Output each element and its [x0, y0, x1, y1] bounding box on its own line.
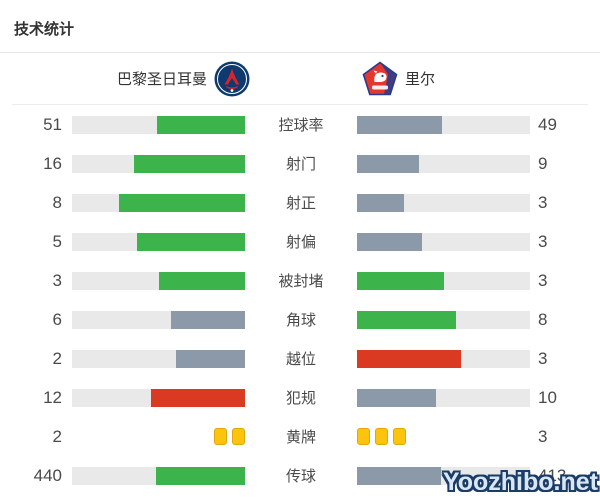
away-stat-bar-fill: [357, 154, 420, 173]
away-stat-bar-fill: [357, 466, 441, 485]
home-value: 8: [52, 192, 62, 212]
away-stat-bar: [357, 466, 530, 485]
yellow-card-icon: [232, 428, 245, 445]
home-value: 3: [52, 270, 62, 290]
away-stat-bar: [357, 271, 530, 290]
away-value: 3: [538, 270, 548, 290]
home-value: 2: [52, 426, 62, 446]
home-stat-bar: [72, 310, 245, 329]
stat-label: 传球: [285, 468, 316, 485]
home-stat-bar-fill: [134, 154, 245, 173]
away-stat-bar-fill: [357, 193, 405, 212]
stat-label: 犯规: [285, 390, 316, 407]
away-value: 3: [538, 426, 548, 446]
away-stat-bar: [357, 154, 530, 173]
home-stat-bar: [72, 115, 245, 134]
stat-row: 51 控球率 49: [0, 105, 600, 144]
stat-row: 6 角球 8: [0, 300, 600, 339]
home-stat-bar-fill: [155, 466, 245, 485]
home-value: 16: [43, 153, 62, 173]
team-header: 巴黎圣日耳曼 里尔: [0, 53, 600, 104]
away-stat-bar: [357, 349, 530, 368]
home-value: 5: [52, 231, 62, 251]
home-stat-bar-fill: [119, 193, 245, 212]
stat-label: 射偏: [285, 234, 316, 251]
away-value: 3: [538, 348, 548, 368]
stat-label: 角球: [285, 312, 316, 329]
away-value: 413: [538, 465, 567, 485]
home-stat-bar: [72, 388, 245, 407]
away-team: 里尔: [300, 61, 600, 97]
psg-logo-icon: [214, 61, 250, 97]
home-value: 440: [33, 465, 62, 485]
home-stat-bar: [72, 232, 245, 251]
home-stat-bar-fill: [156, 115, 245, 134]
away-stat-bar: [357, 232, 530, 251]
stat-label: 越位: [285, 351, 316, 368]
stat-label: 被封堵: [278, 273, 324, 290]
home-stat-bar: [72, 193, 245, 212]
away-team-name: 里尔: [405, 71, 436, 88]
away-stat-bar: [357, 388, 530, 407]
stat-row: 12 犯规 10: [0, 378, 600, 417]
stat-row: 8 射正 3: [0, 183, 600, 222]
yellow-card-icon: [357, 428, 370, 445]
home-stat-bar-fill: [175, 349, 245, 368]
home-yellow-cards: [72, 428, 245, 446]
lille-logo-icon: [362, 61, 398, 97]
away-stat-bar-fill: [357, 310, 456, 329]
away-value: 49: [538, 114, 557, 134]
home-stat-bar: [72, 349, 245, 368]
stats-rows: 51 控球率 49 16 射门 9 8 射正 3 5 射偏 3 3 被封堵 3 6 角球 8 2 越位 3 12 犯规 10 2…: [0, 105, 600, 495]
home-stat-bar-fill: [158, 271, 245, 290]
stat-label: 射正: [285, 195, 316, 212]
stat-row: 16 射门 9: [0, 144, 600, 183]
stat-label: 黄牌: [285, 429, 316, 446]
home-team-name: 巴黎圣日耳曼: [116, 71, 207, 88]
away-stat-bar: [357, 310, 530, 329]
home-stat-bar-fill: [136, 232, 245, 251]
home-stat-bar-fill: [150, 388, 245, 407]
yellow-card-icon: [393, 428, 406, 445]
stat-row: 2 越位 3: [0, 339, 600, 378]
home-stat-bar: [72, 466, 245, 485]
away-stat-bar: [357, 115, 530, 134]
away-stat-bar: [357, 193, 530, 212]
watermark: Yoozhibo.net: [442, 468, 598, 496]
stat-row: 440 传球 413: [0, 456, 600, 495]
away-yellow-cards: [357, 428, 530, 446]
away-stat-bar-fill: [357, 232, 422, 251]
stat-row: 2 黄牌 3: [0, 417, 600, 456]
away-stat-bar-fill: [357, 388, 436, 407]
away-value: 3: [538, 231, 548, 251]
home-value: 6: [52, 309, 62, 329]
home-stat-bar: [72, 154, 245, 173]
away-value: 3: [538, 192, 548, 212]
home-team: 巴黎圣日耳曼: [0, 61, 300, 97]
header-divider: [12, 104, 588, 105]
yellow-card-icon: [375, 428, 388, 445]
stat-row: 3 被封堵 3: [0, 261, 600, 300]
away-value: 10: [538, 387, 557, 407]
page-title: 技术统计: [0, 0, 600, 53]
home-value: 12: [43, 387, 62, 407]
home-stat-bar: [72, 271, 245, 290]
yellow-card-icon: [214, 428, 227, 445]
stat-label: 控球率: [278, 117, 324, 134]
home-value: 51: [43, 114, 62, 134]
away-stat-bar-fill: [357, 115, 442, 134]
home-value: 2: [52, 348, 62, 368]
away-value: 8: [538, 309, 548, 329]
away-value: 9: [538, 153, 548, 173]
stat-label: 射门: [285, 156, 316, 173]
away-stat-bar-fill: [357, 271, 444, 290]
away-stat-bar-fill: [357, 349, 461, 368]
stat-row: 5 射偏 3: [0, 222, 600, 261]
home-stat-bar-fill: [170, 310, 245, 329]
